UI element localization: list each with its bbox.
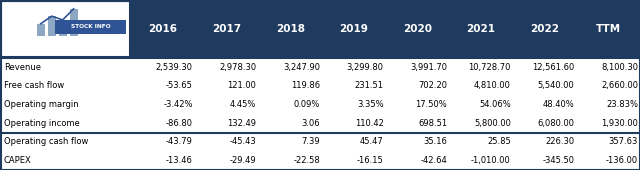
Text: 1,930.00: 1,930.00 <box>601 119 638 128</box>
Text: 4.45%: 4.45% <box>230 100 257 109</box>
Bar <box>48 16 56 36</box>
Text: -29.49: -29.49 <box>230 156 257 165</box>
Text: 0.09%: 0.09% <box>294 100 320 109</box>
Text: 110.42: 110.42 <box>355 119 383 128</box>
Text: -53.65: -53.65 <box>166 81 193 90</box>
Text: -136.00: -136.00 <box>606 156 638 165</box>
Text: 25.85: 25.85 <box>487 138 511 146</box>
Text: 5,540.00: 5,540.00 <box>538 81 575 90</box>
Text: -42.64: -42.64 <box>420 156 447 165</box>
Text: 17.50%: 17.50% <box>415 100 447 109</box>
Bar <box>0 114 640 133</box>
Text: 6,080.00: 6,080.00 <box>538 119 575 128</box>
Text: 2022: 2022 <box>530 24 559 34</box>
Text: 357.63: 357.63 <box>609 138 638 146</box>
Bar <box>1 1 131 57</box>
Text: 4,810.00: 4,810.00 <box>474 81 511 90</box>
Text: -3.42%: -3.42% <box>163 100 193 109</box>
Text: -86.80: -86.80 <box>166 119 193 128</box>
Text: TTM: TTM <box>596 24 621 34</box>
Bar <box>59 20 67 36</box>
Text: -43.79: -43.79 <box>166 138 193 146</box>
Text: Free cash flow: Free cash flow <box>4 81 64 90</box>
Bar <box>36 24 45 36</box>
Bar <box>70 9 77 36</box>
Text: 698.51: 698.51 <box>418 119 447 128</box>
Text: CAPEX: CAPEX <box>4 156 32 165</box>
Text: Operating margin: Operating margin <box>4 100 79 109</box>
Text: 2,660.00: 2,660.00 <box>601 81 638 90</box>
Text: 2,539.30: 2,539.30 <box>156 63 193 72</box>
Text: 121.00: 121.00 <box>228 81 257 90</box>
Text: 2020: 2020 <box>403 24 432 34</box>
Bar <box>0 133 640 151</box>
Text: 3,247.90: 3,247.90 <box>283 63 320 72</box>
Bar <box>0 76 640 95</box>
Text: 5,800.00: 5,800.00 <box>474 119 511 128</box>
Text: 48.40%: 48.40% <box>543 100 575 109</box>
Text: 3,991.70: 3,991.70 <box>410 63 447 72</box>
Text: -16.15: -16.15 <box>357 156 383 165</box>
Text: -1,010.00: -1,010.00 <box>471 156 511 165</box>
Text: 45.47: 45.47 <box>360 138 383 146</box>
Text: 702.20: 702.20 <box>418 81 447 90</box>
Text: 2,978.30: 2,978.30 <box>220 63 257 72</box>
Text: Revenue: Revenue <box>4 63 41 72</box>
Text: 119.86: 119.86 <box>291 81 320 90</box>
Bar <box>0 95 640 114</box>
Bar <box>55 20 126 33</box>
Text: 8,100.30: 8,100.30 <box>601 63 638 72</box>
Text: 231.51: 231.51 <box>355 81 383 90</box>
Text: 2017: 2017 <box>212 24 241 34</box>
Text: 2021: 2021 <box>467 24 495 34</box>
Bar <box>0 0 640 58</box>
Bar <box>0 58 640 76</box>
Text: -13.46: -13.46 <box>166 156 193 165</box>
Text: 54.06%: 54.06% <box>479 100 511 109</box>
Text: STOCK INFO: STOCK INFO <box>70 24 110 29</box>
Text: 10,728.70: 10,728.70 <box>468 63 511 72</box>
Text: 3.06: 3.06 <box>301 119 320 128</box>
Text: Operating income: Operating income <box>4 119 80 128</box>
Text: 3.35%: 3.35% <box>357 100 383 109</box>
Bar <box>0 151 640 170</box>
Text: 7.39: 7.39 <box>301 138 320 146</box>
Text: Operating cash flow: Operating cash flow <box>4 138 88 146</box>
Text: 23.83%: 23.83% <box>606 100 638 109</box>
Text: 3,299.80: 3,299.80 <box>347 63 383 72</box>
Text: 226.30: 226.30 <box>545 138 575 146</box>
Text: -22.58: -22.58 <box>293 156 320 165</box>
Text: -45.43: -45.43 <box>230 138 257 146</box>
Text: 2016: 2016 <box>148 24 177 34</box>
Text: -345.50: -345.50 <box>543 156 575 165</box>
Text: 12,561.60: 12,561.60 <box>532 63 575 72</box>
Text: 2018: 2018 <box>276 24 305 34</box>
Text: 35.16: 35.16 <box>423 138 447 146</box>
Text: 132.49: 132.49 <box>227 119 257 128</box>
Text: 2019: 2019 <box>339 24 368 34</box>
